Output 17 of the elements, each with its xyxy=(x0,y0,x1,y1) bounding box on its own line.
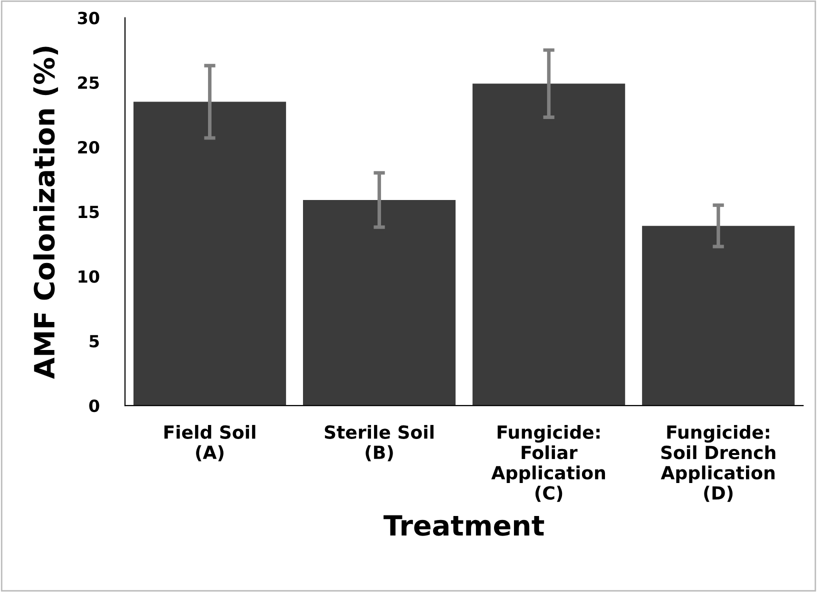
y-tick-label: 20 xyxy=(78,140,100,154)
bar xyxy=(472,84,626,406)
x-tick-label: Fungicide: Soil Drench Application (D) xyxy=(660,424,776,502)
y-axis-title: AMF Colonization (%) xyxy=(33,46,58,379)
bar xyxy=(642,226,795,406)
x-axis-title: Treatment xyxy=(384,515,544,536)
y-tick-label: 30 xyxy=(78,12,100,24)
y-tick-label: 10 xyxy=(78,270,100,283)
y-tick-label: 25 xyxy=(78,76,99,89)
y-tick-label: 15 xyxy=(78,206,99,218)
x-tick-label: Fungicide: Foliar Application (C) xyxy=(491,424,605,502)
y-tick-label: 5 xyxy=(90,335,99,348)
x-tick-label: Sterile Soil (B) xyxy=(324,424,434,462)
bar xyxy=(133,102,286,406)
y-tick-label: 0 xyxy=(89,399,100,412)
bar xyxy=(303,200,456,406)
x-tick-label: Field Soil (A) xyxy=(164,424,256,462)
